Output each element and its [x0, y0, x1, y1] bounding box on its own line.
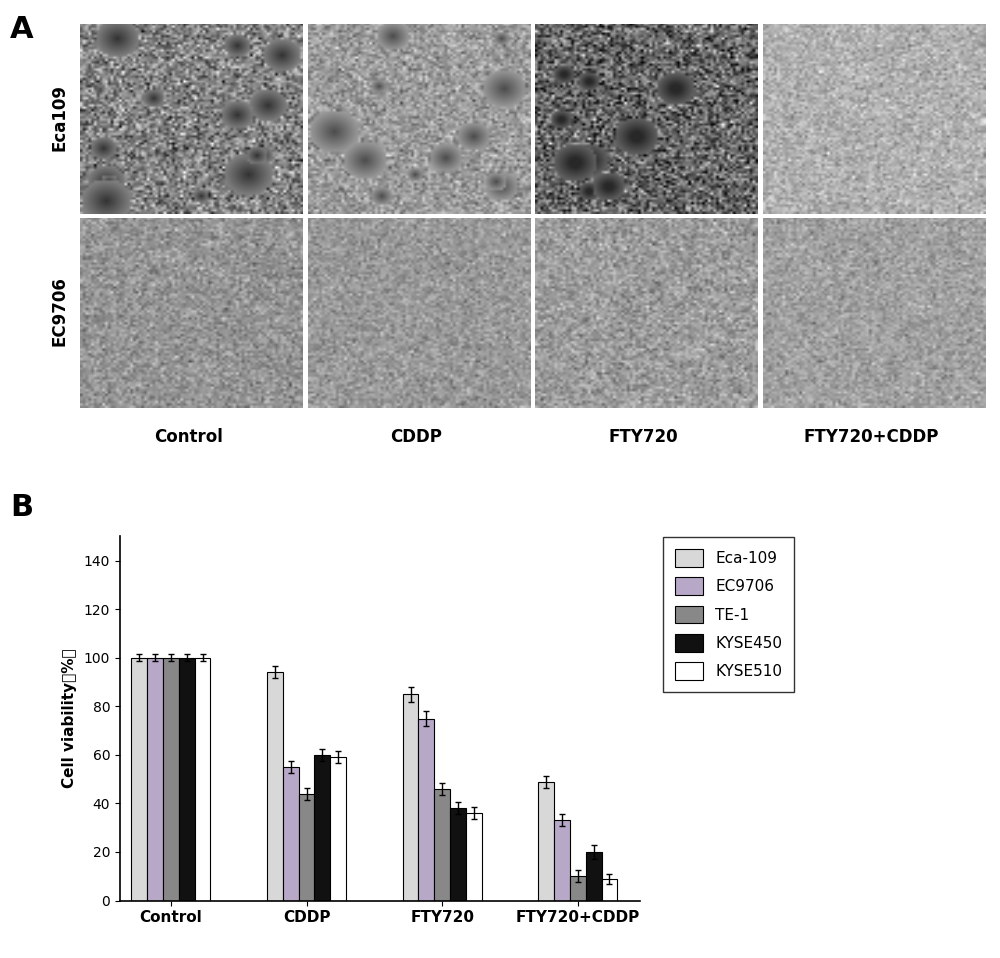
Text: FTY720: FTY720 [609, 428, 679, 446]
Bar [434, 788, 450, 901]
Bar [586, 852, 602, 901]
Bar [195, 658, 210, 901]
Bar [299, 794, 314, 901]
Bar [450, 809, 466, 901]
Bar [554, 820, 570, 901]
Bar [267, 673, 283, 901]
Bar [602, 878, 617, 901]
Bar [179, 658, 195, 901]
Bar [163, 658, 179, 901]
Bar [466, 813, 482, 901]
Bar [570, 877, 586, 901]
Bar [314, 755, 330, 901]
Bar [283, 767, 299, 901]
Text: CDDP: CDDP [390, 428, 442, 446]
Text: FTY720+CDDP: FTY720+CDDP [804, 428, 939, 446]
Text: B: B [10, 493, 33, 522]
Bar [330, 758, 346, 901]
Legend: Eca-109, EC9706, TE-1, KYSE450, KYSE510: Eca-109, EC9706, TE-1, KYSE450, KYSE510 [663, 536, 794, 693]
Bar [418, 718, 434, 901]
Bar [131, 658, 147, 901]
Text: EC9706: EC9706 [51, 277, 69, 346]
Bar [147, 658, 163, 901]
Bar [538, 782, 554, 901]
Text: Control: Control [154, 428, 223, 446]
Text: Eca109: Eca109 [51, 83, 69, 150]
Text: A: A [10, 15, 34, 44]
Bar [403, 695, 418, 901]
Y-axis label: Cell viability（%）: Cell viability（%） [62, 649, 77, 788]
